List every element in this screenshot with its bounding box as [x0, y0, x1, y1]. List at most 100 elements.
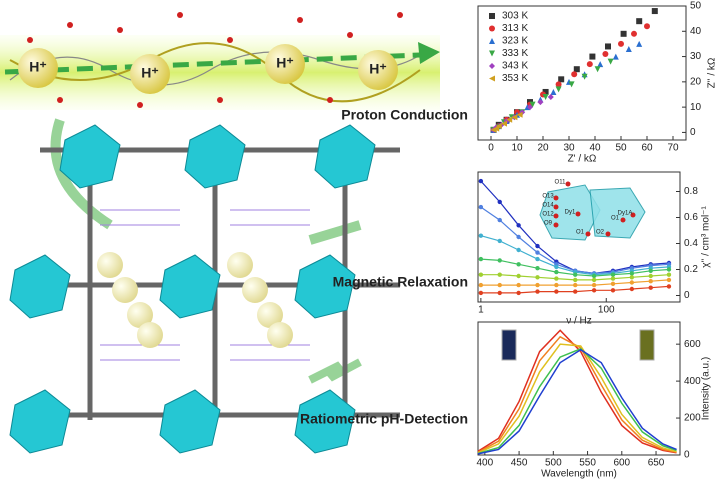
marker: [666, 272, 672, 277]
inset-label: O2: [596, 230, 605, 236]
x-tick-label: 50: [615, 143, 627, 154]
atom: [575, 211, 581, 217]
y-tick-label: 200: [684, 413, 701, 424]
x-axis-label: ν / Hz: [566, 316, 592, 327]
y-tick-label: 10: [690, 102, 702, 113]
marker: [554, 269, 559, 275]
marker: [516, 223, 521, 228]
marker: [610, 272, 616, 277]
inset-label: Dy1: [565, 210, 576, 216]
marker: [573, 289, 578, 294]
marker: [506, 116, 513, 123]
y-tick-label: 400: [684, 376, 701, 387]
marker: [497, 238, 502, 244]
marker: [618, 40, 624, 47]
x-tick-label: 400: [477, 458, 494, 469]
marker: [648, 273, 653, 279]
marker: [651, 8, 658, 15]
y-tick-label: 600: [684, 339, 701, 350]
marker: [527, 104, 533, 111]
inset-label: O13: [542, 194, 554, 200]
inset-label: O11: [555, 180, 567, 186]
marker: [554, 264, 559, 270]
legend-marker: [489, 50, 495, 57]
x-tick-label: 0: [488, 143, 494, 154]
marker: [629, 280, 635, 285]
marker: [478, 256, 484, 262]
line: [477, 348, 677, 455]
marker: [535, 243, 540, 249]
marker: [648, 279, 653, 284]
marker: [629, 286, 635, 292]
marker: [605, 43, 611, 50]
illustration: [0, 12, 440, 454]
marker: [631, 30, 637, 37]
legend-marker: [489, 63, 495, 69]
marker: [495, 123, 502, 130]
proton-ball: [265, 44, 305, 84]
inset-label: Dy1A: [618, 211, 633, 217]
marker: [573, 66, 580, 73]
marker: [644, 23, 650, 30]
x-axis-label: Z' / kΩ: [568, 154, 597, 165]
proton-label: H⁺: [369, 61, 387, 77]
y-tick-label: 0.6: [684, 212, 698, 223]
x-tick-label: 10: [511, 143, 523, 154]
marker: [573, 272, 578, 277]
line: [477, 347, 677, 455]
marker: [636, 18, 643, 25]
marker: [478, 282, 484, 288]
x-axis-label: Wavelength (nm): [541, 469, 617, 480]
y-tick-label: 0: [684, 450, 690, 461]
marker: [535, 266, 540, 271]
line: [477, 329, 677, 454]
marker: [594, 66, 601, 73]
marker: [511, 114, 518, 121]
section-label: Ratiometric pH-Detection: [300, 411, 468, 427]
y-tick-label: 0: [690, 127, 696, 138]
x-tick-label: 20: [537, 143, 549, 154]
marker: [497, 272, 502, 277]
legend-marker: [489, 38, 495, 44]
marker: [591, 277, 597, 283]
section-label: Proton Conduction: [341, 107, 468, 123]
inset-label: O1: [576, 230, 585, 236]
marker: [597, 61, 604, 68]
legend-label: 323 K: [502, 36, 528, 47]
marker: [573, 277, 578, 283]
atom: [585, 231, 591, 237]
inset-label: O14: [542, 203, 554, 209]
line: [477, 335, 677, 453]
marker: [497, 199, 502, 205]
marker: [610, 288, 616, 293]
marker: [493, 125, 500, 132]
marker: [547, 94, 554, 101]
marker: [478, 272, 484, 277]
marker: [555, 86, 562, 93]
legend-label: 333 K: [502, 48, 528, 59]
marker: [610, 276, 616, 281]
legend-marker: [489, 25, 495, 32]
marker: [555, 81, 562, 88]
atom: [553, 204, 559, 210]
y-axis-label: χ'' / cm³ mol⁻¹: [701, 206, 712, 268]
marker: [636, 40, 643, 47]
proton-label: H⁺: [276, 55, 294, 71]
marker: [591, 273, 597, 279]
y-tick-label: 20: [690, 76, 702, 87]
marker: [535, 275, 540, 280]
x-tick-label: 500: [545, 458, 562, 469]
proton-ball: [130, 54, 170, 94]
marker: [497, 290, 502, 296]
x-tick-label: 550: [579, 458, 596, 469]
marker: [666, 277, 672, 283]
marker: [550, 88, 557, 95]
atom: [553, 195, 559, 201]
inset-label: O1: [611, 216, 620, 222]
marker: [535, 282, 540, 288]
inset-label: O12: [542, 212, 554, 218]
y-tick-label: 0.2: [684, 264, 698, 275]
x-tick-label: 30: [563, 143, 575, 154]
section-label: Magnetic Relaxation: [333, 274, 468, 290]
